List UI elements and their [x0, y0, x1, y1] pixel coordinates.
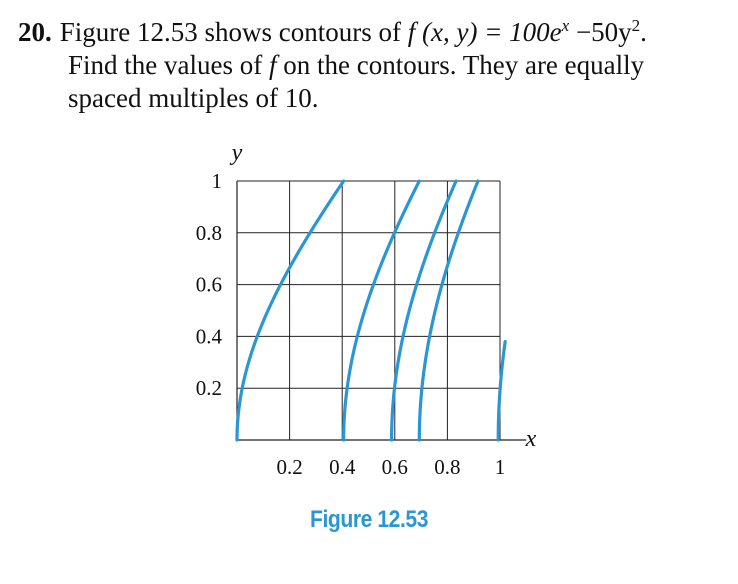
contour-curve-2 — [389, 179, 458, 442]
y-tick-label-1: 0.4 — [196, 324, 223, 348]
problem-number: 20. — [18, 17, 52, 47]
figure-caption: Figure 12.53 — [0, 506, 738, 534]
x-tick-label-4: 1 — [495, 455, 506, 479]
problem-line-1: 20. Figure 12.53 shows contours of f (x, … — [18, 16, 724, 49]
contour-curve-0 — [235, 179, 346, 442]
x-tick-label-2: 0.6 — [382, 455, 408, 479]
contour-curve-4 — [496, 339, 507, 442]
function-name: f — [268, 50, 277, 80]
x-tick-label-1: 0.4 — [329, 455, 356, 479]
x-tick-label-0: 0.2 — [276, 455, 302, 479]
y-tick-label-4: 1 — [212, 169, 223, 193]
axes — [236, 181, 527, 441]
function-power: 2 — [631, 16, 641, 35]
grid-lines — [237, 180, 501, 440]
function-lhs: f (x, y) = 100e — [407, 17, 562, 47]
problem-text-1: Figure 12.53 shows contours of — [59, 17, 408, 47]
x-axis-label: x — [525, 426, 537, 452]
contour-curve-1 — [342, 179, 421, 442]
figure-caption-text: Figure 12.53 — [310, 506, 428, 533]
contour-curves — [235, 179, 507, 442]
y-axis-label: y — [230, 140, 243, 166]
function-exponent: x — [561, 16, 570, 35]
y-tick-label-0: 0.2 — [196, 376, 222, 400]
problem-line-2: Find the values of f on the contours. Th… — [18, 49, 724, 82]
problem-line-3: spaced multiples of 10. — [68, 83, 319, 113]
problem-text-2-end: on the contours. They are equally — [276, 50, 645, 80]
y-tick-label-2: 0.6 — [196, 273, 222, 297]
problem-statement: 20. Figure 12.53 shows contours of f (x, … — [18, 16, 724, 115]
x-tick-label-3: 0.8 — [434, 455, 460, 479]
contour-curve-3 — [417, 179, 480, 442]
problem-text-1-end: . — [640, 17, 647, 47]
problem-text-2: Find the values of — [68, 50, 269, 80]
tick-labels: 0.20.40.60.810.2 0.4 0.6 0.8 1yx — [196, 140, 537, 479]
function-rest: −50y — [569, 17, 632, 47]
y-tick-label-3: 0.8 — [196, 221, 222, 245]
